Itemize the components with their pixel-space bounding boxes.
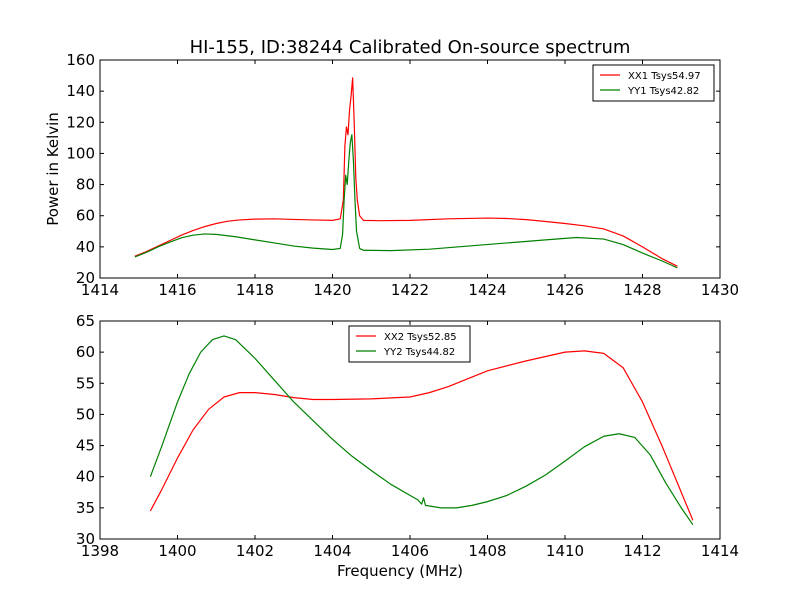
y-tick-label: 55 [76, 374, 95, 392]
legend-label: YY1 Tsys42.82 [627, 86, 699, 97]
x-tick-label: 1420 [313, 281, 351, 299]
legend-label: XX1 Tsys54.97 [628, 71, 701, 82]
series-line-yy [149, 335, 694, 526]
x-tick-label: 1422 [391, 281, 429, 299]
legend: XX1 Tsys54.97 YY1 Tsys42.82 [592, 64, 715, 102]
x-tick-label: 1412 [623, 542, 661, 560]
legend-label: XX2 Tsys52.85 [384, 332, 457, 343]
x-tick-label: 1402 [236, 542, 274, 560]
x-tick-label: 1414 [81, 281, 119, 299]
x-tick-label: 1416 [158, 281, 196, 299]
y-axis-label: Power in Kelvin [44, 112, 62, 226]
x-tick-label: 1408 [468, 542, 506, 560]
y-tick-label: 80 [76, 176, 95, 194]
series-line-yy [134, 134, 678, 269]
x-tick-label: 1426 [546, 281, 584, 299]
legend-box [592, 64, 715, 102]
x-axis-label: Frequency (MHz) [337, 562, 463, 580]
legend-box [348, 325, 471, 363]
x-tick-label: 1430 [701, 281, 739, 299]
y-tick-label: 120 [66, 113, 95, 131]
x-tick-label: 1424 [468, 281, 506, 299]
y-tick-label: 20 [76, 269, 95, 287]
x-tick-label: 1398 [81, 542, 119, 560]
legend-label: YY2 Tsys44.82 [383, 347, 455, 358]
y-tick-label: 30 [76, 530, 95, 548]
x-tick-label: 1410 [546, 542, 584, 560]
y-tick-label: 60 [76, 207, 95, 225]
y-tick-label: 140 [66, 82, 95, 100]
series-line-xx [134, 77, 678, 267]
top-spectrum-panel: 1414 1416 1418 1420 1422 1424 1426 1428 1430 20 40… [44, 51, 739, 299]
y-tick-label: 100 [66, 144, 95, 162]
y-tick-label: 65 [76, 312, 95, 330]
figure-title: HI-155, ID:38244 Calibrated On-source sp… [190, 37, 631, 58]
x-tick-label: 1428 [623, 281, 661, 299]
x-tick-label: 1414 [701, 542, 739, 560]
series-line-xx [149, 350, 694, 521]
x-tick-label: 1406 [391, 542, 429, 560]
bottom-spectrum-panel: 1398 1400 1402 1404 1406 1408 1410 1412 1414 30 35… [76, 312, 739, 580]
y-tick-label: 160 [66, 51, 95, 69]
y-tick-label: 45 [76, 437, 95, 455]
x-tick-label: 1418 [236, 281, 274, 299]
y-tick-label: 35 [76, 499, 95, 517]
y-tick-label: 40 [76, 238, 95, 256]
x-tick-label: 1400 [158, 542, 196, 560]
y-tick-label: 60 [76, 343, 95, 361]
x-tick-label: 1404 [313, 542, 351, 560]
y-tick-label: 40 [76, 468, 95, 486]
legend: XX2 Tsys52.85 YY2 Tsys44.82 [348, 325, 471, 363]
y-tick-label: 50 [76, 405, 95, 423]
